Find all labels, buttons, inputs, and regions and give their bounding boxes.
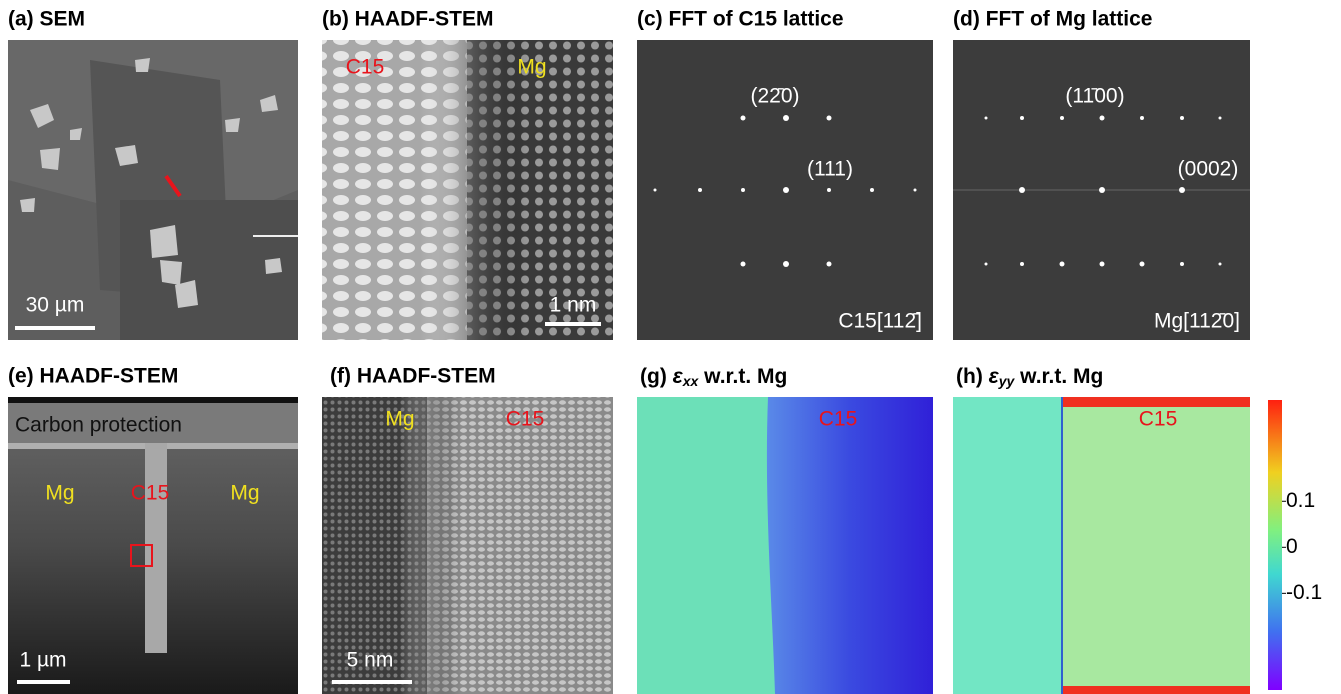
phase-label: C15 (506, 408, 545, 431)
scale-bar-label: 1 nm (550, 294, 597, 317)
colorbar-tick-label: -0.1 (1286, 581, 1322, 604)
zone-axis: C15[112̄] (838, 310, 922, 333)
strain-subscript: yy (998, 373, 1016, 389)
panel-title: (b) HAADF-STEM (322, 8, 493, 31)
strain-map (637, 397, 933, 694)
panel-label: (g) (640, 365, 667, 388)
phase-label: Mg (517, 56, 546, 79)
colorbar-tick-label: 0 (1286, 535, 1298, 558)
phase-label: C15 (1139, 408, 1178, 431)
region-label: Carbon protection (15, 414, 182, 437)
colorbar-ticks: 0.1 0 -0.1 (1282, 489, 1322, 604)
scale-bar-label: 30 µm (26, 294, 85, 317)
phase-label: Mg (230, 482, 259, 505)
scale-bar-label: 1 µm (19, 649, 66, 672)
panel-title: (e) HAADF-STEM (8, 365, 178, 388)
diffraction-label: (111) (807, 158, 853, 181)
phase-label: Mg (45, 482, 74, 505)
panel-title: (c) FFT of C15 lattice (637, 8, 844, 31)
panel-label: (h) (956, 365, 983, 388)
phase-label: C15 (819, 408, 858, 431)
scale-bar-label: 5 nm (347, 649, 394, 672)
diffraction-label: (11̄00) (1065, 85, 1124, 108)
phase-label: C15 (346, 56, 385, 79)
panel-title: (g) εxx w.r.t. Mg (640, 365, 787, 393)
diffraction-label: (22̄0) (750, 85, 799, 108)
zone-axis: Mg[112̄0] (1154, 310, 1240, 333)
panel-title: (h) εyy w.r.t. Mg (956, 365, 1103, 393)
colorbar (1268, 400, 1282, 690)
phase-label: C15 (131, 482, 170, 505)
panel-title-suffix: w.r.t. Mg (703, 365, 787, 388)
panel-title: (a) SEM (8, 8, 85, 31)
strain-map (953, 397, 1250, 694)
figure: (a) SEM 30 µm (b) HAADF-STEM C15 Mg 1 nm… (0, 0, 1341, 694)
panel-title: (d) FFT of Mg lattice (953, 8, 1152, 31)
phase-label: Mg (385, 408, 414, 431)
diffraction-label: (0002) (1178, 158, 1239, 181)
strain-subscript: xx (682, 373, 700, 389)
panel-title: (f) HAADF-STEM (330, 365, 496, 388)
colorbar-tick-label: 0.1 (1286, 489, 1315, 512)
panel-title-suffix: w.r.t. Mg (1019, 365, 1103, 388)
